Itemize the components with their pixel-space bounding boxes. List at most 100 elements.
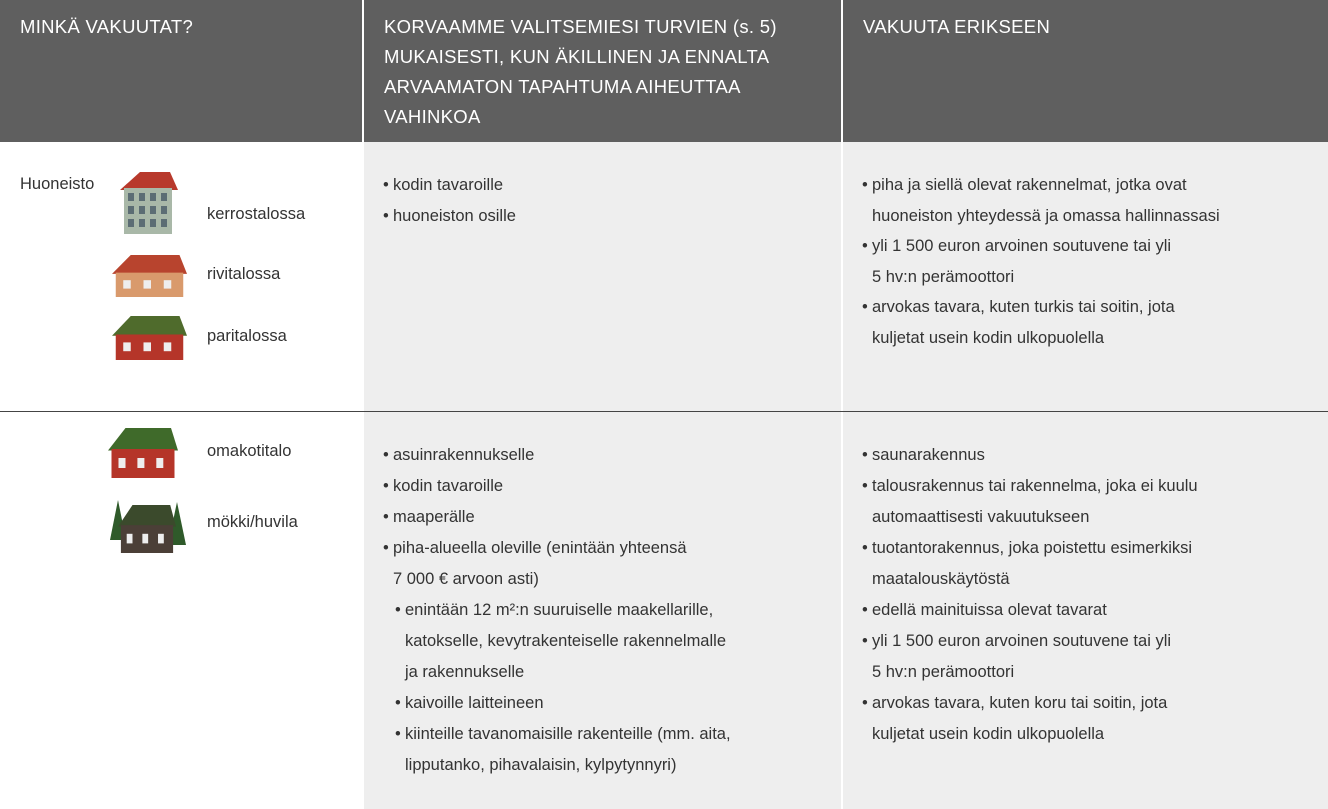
bullet-text: tuotantorakennus, joka poistettu esimerk…: [872, 539, 1193, 557]
bullet-text: katokselle, kevytrakenteiselle rakennelm…: [405, 632, 726, 650]
bullet-item: saunarakennus: [862, 440, 1198, 471]
header-text: MINKÄ VAKUUTAT?: [20, 16, 194, 37]
bullet-item: huoneiston osille: [383, 201, 516, 232]
bullet-text: kuljetat usein kodin ulkopuolella: [872, 725, 1105, 743]
covered-list: asuinrakennukselle kodin tavaroille maaper…: [383, 440, 731, 781]
bullet-text: huoneiston yhteydessä ja omassa hallinna…: [872, 206, 1220, 225]
bullet-item: piha-alueella oleville (enintään yhteens…: [383, 533, 731, 595]
bullet-item: maaperälle: [383, 502, 731, 533]
icon-part: [126, 533, 133, 544]
bullet-item: kiinteille tavanomaisille rakenteille (m…: [395, 719, 731, 781]
icon-part: [156, 458, 164, 468]
icon-part: [112, 316, 187, 336]
icon-part: [150, 193, 156, 201]
bullet-text: 5 hv:n perämoottori: [872, 663, 1015, 681]
bullet-text: kuljetat usein kodin ulkopuolella: [872, 328, 1105, 347]
bullet-text: talousrakennus tai rakennelma, joka ei k…: [872, 477, 1198, 495]
type-text: kerrostalossa: [207, 205, 306, 223]
bullet-text: ja rakennukselle: [405, 663, 525, 681]
icon-part: [137, 458, 145, 468]
icon-part: [128, 193, 134, 201]
icon-part: [108, 428, 178, 451]
icon-part: [123, 280, 131, 289]
type-label: omakotitalo: [207, 442, 291, 461]
type-text: paritalossa: [207, 327, 287, 345]
icon-part: [120, 172, 178, 190]
icon-part: [142, 533, 149, 544]
sub-list: enintään 12 m²:n suuruiselle maakellaril…: [395, 595, 731, 781]
header-text: VAHINKOA: [384, 106, 481, 127]
icon-part: [139, 193, 145, 201]
icon-part: [139, 206, 145, 214]
icon-part: [143, 342, 151, 352]
bullet-item: tuotantorakennus, joka poistettu esimerk…: [862, 533, 1198, 595]
covered-list: kodin tavaroille huoneiston osille: [383, 170, 516, 231]
bullet-item: kodin tavaroille: [383, 170, 516, 201]
bullet-text: piha-alueella oleville (enintään yhteens…: [393, 539, 687, 557]
bullet-text: 7 000 € arvoon asti): [393, 570, 539, 588]
header-text: KORVAAMME VALITSEMIESI TURVIEN (s. 5): [384, 16, 777, 37]
type-text: omakotitalo: [207, 442, 292, 460]
type-text: rivitalossa: [207, 265, 281, 283]
bullet-item: talousrakennus tai rakennelma, joka ei k…: [862, 471, 1198, 533]
header-col2: KORVAAMME VALITSEMIESI TURVIEN (s. 5) MUK…: [364, 0, 841, 142]
bullet-text: saunarakennus: [872, 446, 985, 464]
header-col1: MINKÄ VAKUUTAT?: [0, 0, 362, 142]
bullet-text: maaperälle: [393, 508, 475, 526]
bullet-text: edellä mainituissa olevat tavarat: [872, 601, 1107, 619]
bullet-text: huoneiston osille: [393, 206, 516, 225]
separate-list: piha ja siellä olevat rakennelmat, jotka…: [862, 170, 1220, 353]
header-col3: VAKUUTA ERIKSEEN: [843, 0, 1328, 142]
bullet-text: kaivoille laitteineen: [405, 694, 544, 712]
icon-part: [150, 206, 156, 214]
bullet-text: maatalouskäytöstä: [872, 570, 1010, 588]
bullet-text: asuinrakennukselle: [393, 446, 535, 464]
icon-part: [128, 206, 134, 214]
bullet-text: lipputanko, pihavalaisin, kylpytynnyri): [405, 756, 677, 774]
bullet-text: automaattisesti vakuutukseen: [872, 508, 1090, 526]
bullet-item: kodin tavaroille: [383, 471, 731, 502]
bullet-text: 5 hv:n perämoottori: [872, 267, 1015, 286]
icon-part: [150, 219, 156, 227]
icon-part: [139, 219, 145, 227]
bullet-text: arvokas tavara, kuten koru tai soitin, j…: [872, 694, 1168, 712]
row-title: Huoneisto: [20, 175, 94, 194]
bullet-text: piha ja siellä olevat rakennelmat, jotka…: [872, 176, 1187, 194]
bullet-item: kaivoille laitteineen: [395, 688, 731, 719]
icon-part: [112, 255, 187, 274]
bullet-item: piha ja siellä olevat rakennelmat, jotka…: [862, 170, 1220, 231]
bullet-text: enintään 12 m²:n suuruiselle maakellaril…: [405, 601, 714, 619]
row-title-text: Huoneisto: [20, 175, 95, 193]
bullet-item: yli 1 500 euron arvoinen soutuvene tai y…: [862, 231, 1220, 292]
bullet-text: kiinteille tavanomaisille rakenteille (m…: [405, 725, 731, 743]
icon-part: [128, 219, 134, 227]
bullet-text: kodin tavaroille: [393, 176, 504, 194]
icon-part: [161, 193, 167, 201]
icon-part: [118, 505, 176, 527]
type-label: rivitalossa: [207, 265, 280, 284]
header-text: VAKUUTA ERIKSEEN: [863, 16, 1051, 37]
bullet-text: yli 1 500 euron arvoinen soutuvene tai y…: [872, 237, 1172, 255]
bullet-text: kodin tavaroille: [393, 477, 504, 495]
type-label: paritalossa: [207, 327, 287, 346]
type-label: kerrostalossa: [207, 205, 305, 224]
bullet-item: asuinrakennukselle: [383, 440, 731, 471]
bullet-text: arvokas tavara, kuten turkis tai soitin,…: [872, 298, 1175, 316]
row-divider: [0, 411, 1328, 412]
separate-list: saunarakennus talousrakennus tai rakennel…: [862, 440, 1198, 750]
icon-part: [161, 206, 167, 214]
header-text: ARVAAMATON TAPAHTUMA AIHEUTTAA: [384, 76, 741, 97]
icon-part: [143, 280, 151, 289]
header-text: MUKAISESTI, KUN ÄKILLINEN JA ENNALTA: [384, 46, 770, 67]
bullet-item: arvokas tavara, kuten koru tai soitin, j…: [862, 688, 1198, 750]
type-label: mökki/huvila: [207, 513, 298, 532]
icon-part: [123, 342, 131, 352]
bullet-item: arvokas tavara, kuten turkis tai soitin,…: [862, 292, 1220, 353]
icon-part: [161, 219, 167, 227]
icon-part: [158, 533, 164, 544]
bullet-item: enintään 12 m²:n suuruiselle maakellaril…: [395, 595, 731, 688]
icon-part: [118, 458, 126, 468]
icon-part: [163, 342, 172, 352]
